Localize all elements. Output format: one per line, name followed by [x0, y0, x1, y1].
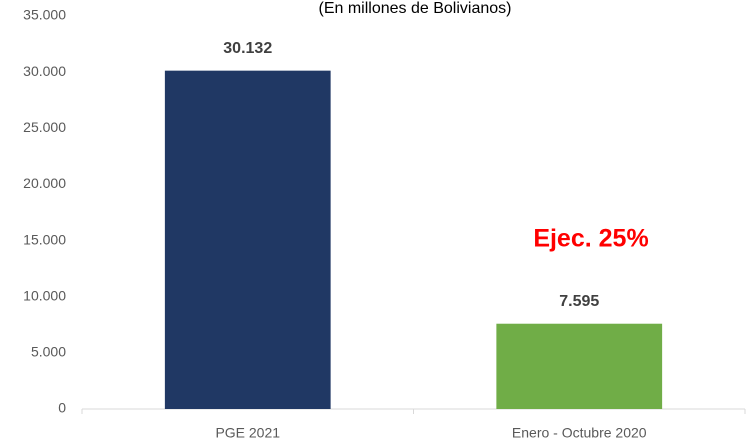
- y-tick-label: 0: [58, 400, 66, 416]
- data-label: 7.595: [559, 293, 599, 310]
- y-tick-label: 25.000: [23, 119, 66, 135]
- y-tick-label: 35.000: [23, 7, 66, 23]
- data-label: 30.132: [223, 40, 272, 57]
- y-tick-label: 5.000: [31, 344, 66, 360]
- bar: [496, 323, 663, 409]
- bar: [164, 70, 331, 410]
- y-tick-label: 15.000: [23, 231, 66, 247]
- y-tick-label: 10.000: [23, 287, 66, 303]
- annotation: Ejec. 25%: [533, 225, 648, 253]
- y-tick-label: 20.000: [23, 175, 66, 191]
- x-tick-label: PGE 2021: [215, 425, 280, 441]
- x-tick-label: Enero - Octubre 2020: [512, 425, 647, 441]
- y-tick-label: 30.000: [23, 63, 66, 79]
- chart-subtitle: (En millones de Bolivianos): [319, 0, 512, 17]
